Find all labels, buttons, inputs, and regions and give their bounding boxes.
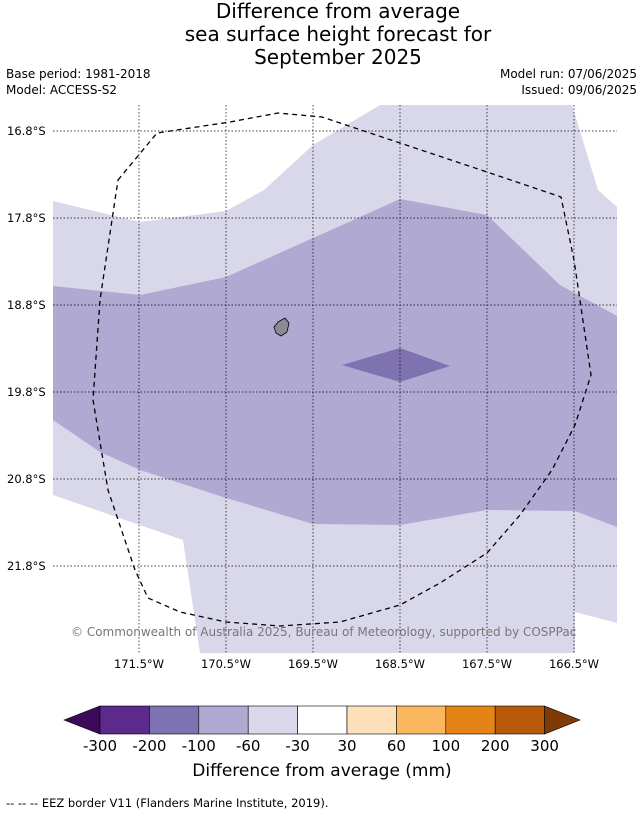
colorbar-bin-6 xyxy=(346,705,397,735)
lat-label: 18.8°S xyxy=(7,298,46,312)
anomaly-region-medium xyxy=(53,199,617,527)
colorbar-bin-3 xyxy=(198,705,249,735)
colorbar xyxy=(63,705,581,735)
lat-label: 20.8°S xyxy=(7,472,46,486)
lat-label: 19.8°S xyxy=(7,385,46,399)
copyright-text: © Commonwealth of Australia 2025, Bureau… xyxy=(71,625,577,639)
colorbar-bin-4 xyxy=(247,705,298,735)
lon-label: 168.5°W xyxy=(374,657,426,671)
title-line-3: September 2025 xyxy=(254,45,422,69)
lon-label: 169.5°W xyxy=(287,657,339,671)
colorbar-tick: 60 xyxy=(386,737,406,755)
lon-label: 170.5°W xyxy=(200,657,252,671)
colorbar-tick: -100 xyxy=(181,737,216,755)
lat-label: 17.8°S xyxy=(7,211,46,225)
map-title: Difference from average sea surface heig… xyxy=(0,0,644,69)
anomaly-region-dark xyxy=(342,348,450,382)
gridlines xyxy=(53,105,617,653)
eez-border xyxy=(92,112,592,627)
colorbar-tick: 200 xyxy=(480,737,510,755)
colorbar-tick: -60 xyxy=(235,737,261,755)
colorbar-extend-high xyxy=(544,705,581,735)
title-line-1: Difference from average xyxy=(215,0,461,23)
issued-date: Issued: 09/06/2025 xyxy=(521,83,637,97)
colorbar-bin-8 xyxy=(445,705,496,735)
meta-left: Base period: 1981-2018 Model: ACCESS-S2 xyxy=(6,66,151,98)
lon-label: 171.5°W xyxy=(113,657,165,671)
colorbar-tick: 100 xyxy=(431,737,461,755)
colorbar-tick: -300 xyxy=(82,737,118,755)
colorbar-bin-7 xyxy=(396,705,447,735)
colorbar-extend-low xyxy=(63,705,101,735)
lon-label: 167.5°W xyxy=(461,657,513,671)
colorbar-bin-2 xyxy=(149,705,200,735)
island-niue xyxy=(273,317,290,337)
eez-footnote: -- -- -- EEZ border V11 (Flanders Marine… xyxy=(6,796,329,810)
colorbar-bin-9 xyxy=(494,705,545,735)
model-run: Model run: 07/06/2025 xyxy=(499,67,637,81)
meta-right: Model run: 07/06/2025 Issued: 09/06/2025 xyxy=(500,66,637,98)
colorbar-title: Difference from average (mm) xyxy=(192,761,452,781)
colorbar-bin-1 xyxy=(99,705,150,735)
colorbar-tick: 30 xyxy=(337,737,357,755)
base-period: Base period: 1981-2018 xyxy=(6,67,151,81)
colorbar-tick: -30 xyxy=(285,737,310,755)
lat-label: 16.8°S xyxy=(7,124,46,138)
model-name: Model: ACCESS-S2 xyxy=(6,83,118,97)
colorbar-tick: 300 xyxy=(530,737,559,755)
lon-label: 166.5°W xyxy=(548,657,600,671)
lat-label: 21.8°S xyxy=(7,559,46,573)
colorbar-tick: -200 xyxy=(132,737,167,755)
title-line-2: sea surface height forecast for xyxy=(184,22,492,46)
colorbar-bin-5 xyxy=(297,705,348,735)
